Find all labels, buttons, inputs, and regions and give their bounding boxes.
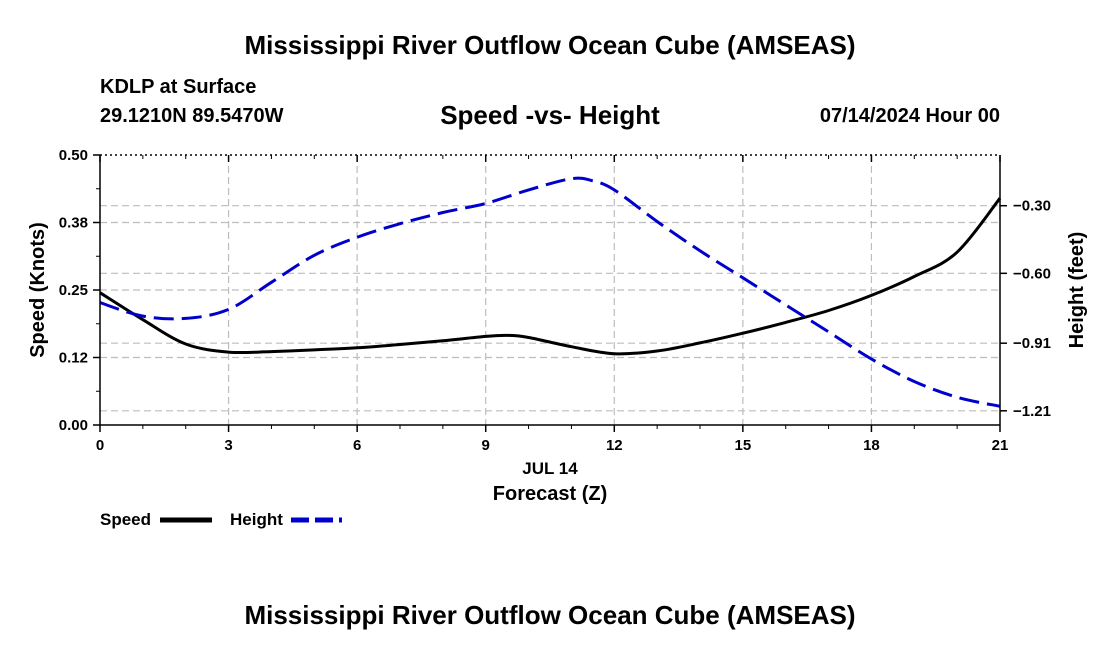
y-right-tick-label: −0.60 bbox=[1013, 265, 1051, 282]
chart-title: Mississippi River Outflow Ocean Cube (AM… bbox=[244, 30, 856, 60]
y-left-tick-label: 0.12 bbox=[59, 350, 88, 367]
legend-speed-label: Speed bbox=[100, 510, 151, 529]
series-line-speed bbox=[99, 197, 1002, 356]
x-tick-label: 12 bbox=[606, 437, 623, 454]
footer-title: Mississippi River Outflow Ocean Cube (AM… bbox=[244, 600, 856, 630]
y-left-tick-label: 0.50 bbox=[59, 147, 88, 164]
x-tick-label: 3 bbox=[224, 437, 232, 454]
grid bbox=[100, 155, 1000, 425]
y-left-axis-title: Speed (Knots) bbox=[27, 222, 49, 358]
y-right-tick-label: −0.30 bbox=[1013, 198, 1051, 215]
x-tick-label: 21 bbox=[992, 437, 1009, 454]
series-lines bbox=[99, 176, 1002, 408]
y-left-tick-label: 0.25 bbox=[59, 282, 88, 299]
legend-height-label: Height bbox=[230, 510, 283, 529]
x-tick-label: 0 bbox=[96, 437, 104, 454]
y-right-tick-label: −0.91 bbox=[1013, 335, 1051, 352]
x-tick-label: 6 bbox=[353, 437, 361, 454]
chart-subtitle: Speed -vs- Height bbox=[440, 100, 660, 130]
series-line-height bbox=[99, 176, 1001, 408]
y-right-axis-title: Height (feet) bbox=[1066, 232, 1088, 349]
speed-height-chart: 0 3 6 9 12 15 18 21 0.00 0.12 0.25 0.38 0.50 −0.30 −0.… bbox=[27, 147, 1088, 529]
x-date-label: JUL 14 bbox=[522, 459, 578, 478]
y-left-tick-label: 0.00 bbox=[59, 417, 88, 434]
location-coords: 29.1210N 89.5470W bbox=[100, 105, 284, 127]
location-label: KDLP at Surface bbox=[100, 76, 257, 98]
axes: 0 3 6 9 12 15 18 21 0.00 0.12 0.25 0.38 0.50 −0.30 −0.… bbox=[59, 147, 1051, 454]
x-tick-label: 15 bbox=[735, 437, 752, 454]
x-tick-label: 9 bbox=[482, 437, 490, 454]
forecast-datetime: 07/14/2024 Hour 00 bbox=[819, 105, 1000, 127]
x-axis-title: Forecast (Z) bbox=[493, 483, 607, 505]
y-left-tick-label: 0.38 bbox=[59, 215, 88, 232]
x-tick-label: 18 bbox=[863, 437, 880, 454]
axis-labels: JUL 14 Forecast (Z) Speed (Knots) Height… bbox=[27, 222, 1088, 505]
y-right-tick-label: −1.21 bbox=[1013, 403, 1051, 420]
legend: Speed Height bbox=[100, 510, 342, 529]
